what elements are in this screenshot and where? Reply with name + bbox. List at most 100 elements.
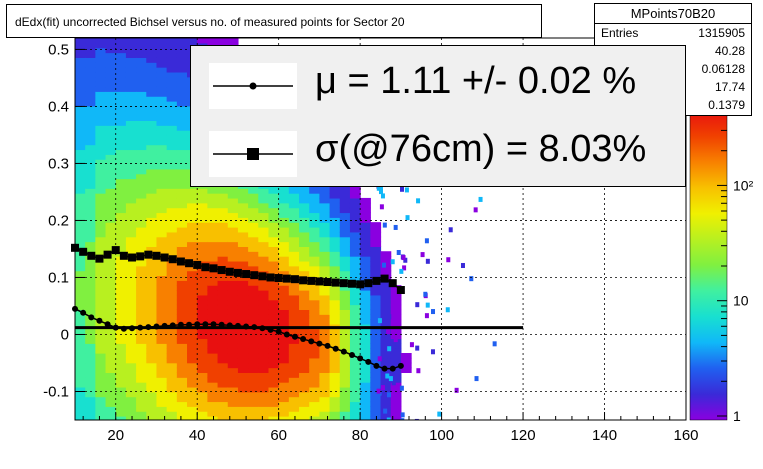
heat-cell	[329, 314, 341, 320]
heat-cell	[146, 285, 158, 291]
heat-cell	[217, 299, 229, 306]
heat-cell	[136, 421, 147, 426]
heat-cell	[95, 348, 107, 354]
heat-cell	[156, 260, 168, 267]
heat-cell	[207, 348, 219, 354]
heat-cell	[95, 115, 107, 121]
heat-cell	[288, 285, 300, 291]
heat-cell	[75, 236, 86, 243]
heat-cell	[125, 47, 137, 54]
heat-cell	[329, 406, 341, 412]
heat-cell	[329, 246, 341, 252]
heat-cell	[268, 372, 280, 378]
heat-cell	[227, 38, 239, 44]
heat-cell	[75, 52, 86, 58]
heat-cell	[156, 173, 168, 180]
heat-cell	[125, 139, 137, 146]
sparse-bin	[469, 276, 474, 282]
heat-cell	[278, 193, 290, 199]
heat-cell	[370, 299, 382, 306]
sparse-bin	[474, 376, 479, 382]
heat-cell	[390, 314, 402, 320]
heat-cell	[268, 416, 280, 420]
heat-cell	[75, 319, 86, 325]
sigma-point	[331, 278, 340, 287]
colorbar	[689, 109, 728, 421]
heat-cell	[319, 222, 331, 228]
heat-cell	[319, 217, 331, 223]
sparse-bin	[492, 341, 497, 347]
heat-cell	[75, 377, 86, 383]
heat-cell	[136, 270, 147, 277]
heat-cell	[125, 202, 137, 209]
heat-cell	[207, 193, 219, 199]
heat-cell	[156, 96, 168, 102]
mu-point	[357, 355, 364, 362]
heat-cell	[125, 231, 137, 238]
mu-point	[137, 324, 144, 331]
heat-cell	[125, 125, 137, 131]
sigma-point	[144, 250, 153, 259]
heat-cell	[136, 396, 147, 403]
heat-cell	[85, 193, 96, 199]
heat-cell	[207, 197, 219, 204]
heat-cell	[237, 416, 249, 420]
heat-cell	[207, 38, 219, 44]
heat-cell	[288, 382, 300, 388]
heat-cell	[248, 372, 259, 378]
mu-point	[373, 362, 380, 369]
heat-cell	[156, 386, 168, 393]
heat-cell	[207, 386, 219, 393]
mu-point	[234, 322, 241, 329]
heat-cell	[115, 386, 127, 393]
heat-cell	[360, 256, 371, 262]
heat-cell	[319, 377, 331, 383]
heat-cell	[370, 319, 382, 325]
heat-cell	[227, 382, 239, 388]
heat-cell	[197, 290, 208, 296]
heat-cell	[166, 86, 178, 92]
heat-cell	[197, 193, 208, 199]
heat-cell	[237, 256, 249, 262]
sigma-point	[103, 250, 112, 259]
heat-cell	[258, 294, 270, 301]
heat-cell	[207, 285, 219, 291]
heat-cell	[278, 207, 290, 214]
heat-cell	[329, 212, 341, 218]
heat-cell	[299, 265, 310, 272]
heat-cell	[187, 343, 198, 349]
heat-cell	[176, 241, 188, 247]
heat-cell	[75, 416, 86, 420]
heat-cell	[319, 294, 331, 301]
heat-cell	[288, 241, 300, 247]
heat-cell	[136, 96, 147, 102]
heat-cell	[125, 130, 137, 136]
heat-cell	[125, 353, 137, 359]
heat-cell	[380, 265, 392, 272]
heat-cell	[217, 217, 229, 223]
heat-cell	[390, 309, 402, 315]
heat-cell	[136, 120, 147, 126]
heat-cell	[319, 411, 331, 417]
heat-cell	[166, 285, 178, 291]
heat-cell	[309, 396, 320, 403]
mu-point	[275, 328, 282, 335]
heat-cell	[237, 343, 249, 349]
heat-cell	[156, 57, 168, 63]
heat-cell	[146, 411, 158, 417]
heat-cell	[370, 367, 382, 373]
heat-cell	[115, 96, 127, 102]
sigma-point	[176, 257, 185, 266]
heat-cell	[95, 96, 107, 102]
heat-cell	[156, 207, 168, 214]
sparse-bin	[395, 343, 400, 349]
heat-cell	[197, 270, 208, 277]
mu-point	[316, 340, 323, 347]
heat-cell	[156, 159, 168, 165]
heat-cell	[95, 149, 107, 155]
heat-cell	[288, 367, 300, 373]
heat-cell	[400, 367, 412, 373]
sparse-bin	[400, 186, 405, 192]
sparse-bin	[437, 411, 442, 417]
heat-cell	[197, 333, 208, 340]
